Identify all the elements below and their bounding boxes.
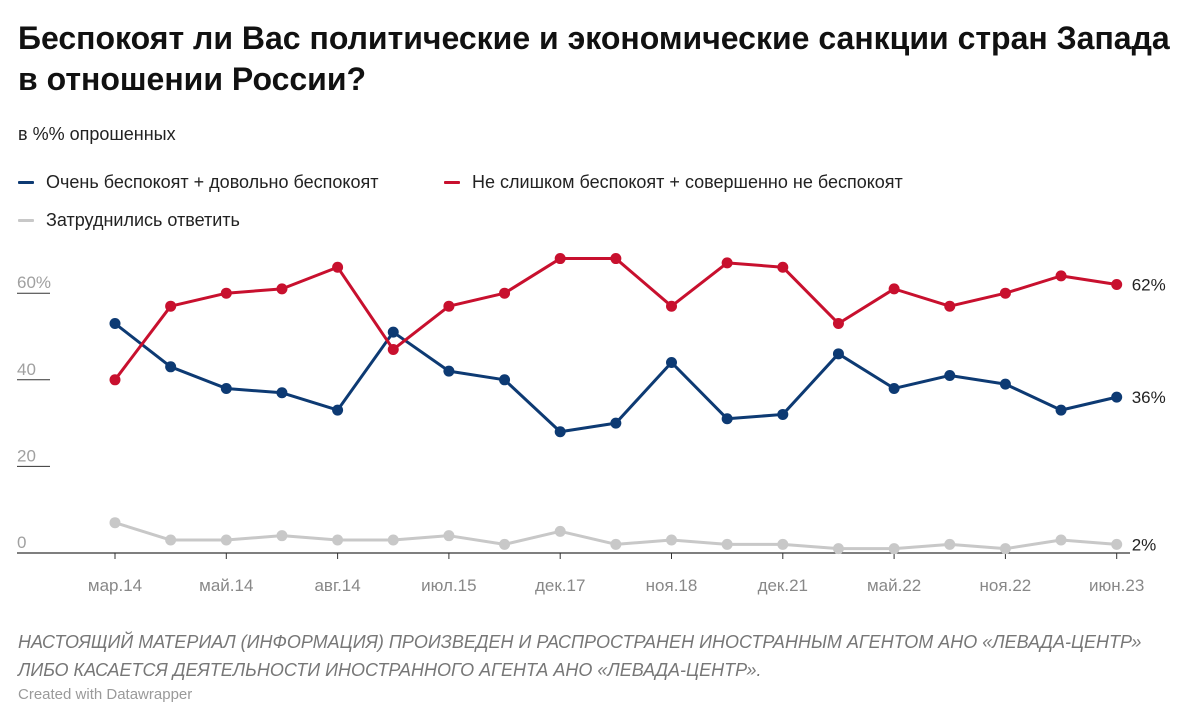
x-tick-label: май.14 [199, 576, 253, 595]
data-point-concerned [944, 369, 956, 381]
datawrapper-credit: Created with Datawrapper [18, 686, 193, 703]
foreign-agent-notice: НАСТОЯЩИЙ МАТЕРИАЛ (ИНФОРМАЦИЯ) ПРОИЗВЕД… [18, 632, 1142, 680]
data-point-undecided [999, 543, 1011, 555]
data-point-not-concerned [332, 261, 344, 273]
data-point-undecided [832, 543, 844, 555]
data-point-undecided [220, 534, 232, 546]
data-point-undecided [499, 538, 511, 550]
data-point-undecided [165, 534, 177, 546]
data-point-concerned [666, 356, 677, 368]
legend-label-undecided: Затруднились ответить [46, 210, 240, 230]
data-point-undecided [332, 534, 344, 546]
x-tick-label: июн.23 [1089, 576, 1144, 595]
line-chart: 60% 40 20 0 мар.14 май.14 авг.14 июл.15 дек.17 но… [17, 253, 1166, 595]
data-point-undecided [1055, 534, 1067, 546]
data-point-concerned [220, 382, 232, 394]
data-point-not-concerned [109, 374, 121, 386]
x-tick-label: дек.21 [758, 576, 808, 595]
data-point-undecided [554, 525, 566, 537]
data-point-not-concerned [165, 300, 177, 312]
legend-item-concerned: Очень беспокоят + довольно беспокоят [18, 172, 378, 193]
data-point-not-concerned [554, 253, 566, 265]
legend-swatch-undecided [18, 219, 34, 222]
data-point-concerned [888, 382, 900, 394]
legend-label-not-concerned: Не слишком беспокоят + совершенно не бес… [472, 172, 903, 192]
data-point-undecided [610, 538, 622, 550]
data-point-not-concerned [220, 287, 232, 299]
series-line-not-concerned [113, 257, 1119, 382]
data-point-concerned [777, 408, 789, 420]
data-point-not-concerned [721, 257, 733, 269]
data-point-not-concerned [610, 253, 622, 265]
data-point-concerned [276, 387, 288, 399]
data-point-not-concerned [777, 261, 789, 273]
data-point-undecided [721, 538, 733, 550]
data-point-not-concerned [999, 287, 1011, 299]
x-tick-label: июл.15 [421, 576, 476, 595]
y-tick-label: 40 [17, 360, 36, 379]
data-point-not-concerned [888, 283, 900, 295]
y-tick-label: 0 [17, 533, 26, 552]
data-point-concerned [499, 374, 511, 386]
data-point-concerned [832, 348, 844, 360]
data-point-not-concerned [1111, 279, 1123, 291]
data-point-concerned [443, 365, 455, 377]
x-tick-label: ноя.22 [980, 576, 1032, 595]
y-tick-label: 20 [17, 446, 36, 465]
x-tick-label: дек.17 [535, 576, 585, 595]
data-point-not-concerned [443, 300, 455, 312]
data-point-undecided [1111, 538, 1123, 550]
data-point-concerned [387, 326, 399, 338]
data-point-concerned [165, 361, 177, 373]
data-point-not-concerned [944, 300, 956, 312]
end-label-concerned: 36% [1132, 388, 1166, 407]
data-point-undecided [777, 538, 789, 550]
data-point-concerned [109, 318, 121, 330]
data-point-concerned [554, 426, 566, 438]
data-point-concerned [721, 413, 733, 425]
data-point-not-concerned [387, 343, 399, 355]
x-tick-label: ноя.18 [646, 576, 698, 595]
data-point-concerned [999, 378, 1011, 390]
legend-item-not-concerned: Не слишком беспокоят + совершенно не бес… [444, 172, 903, 193]
data-point-undecided [666, 534, 677, 546]
series-line-concerned [113, 322, 1119, 434]
y-tick-label: 60% [17, 273, 51, 292]
data-point-concerned [1111, 391, 1123, 403]
data-point-not-concerned [832, 318, 844, 330]
legend-item-undecided: Затруднились ответить [18, 210, 240, 231]
data-point-undecided [109, 517, 121, 529]
legend-swatch-concerned [18, 181, 34, 184]
data-point-not-concerned [276, 283, 288, 295]
data-point-concerned [1055, 404, 1067, 416]
legend-swatch-not-concerned [444, 181, 460, 184]
data-point-not-concerned [666, 300, 677, 312]
chart-title: Беспокоят ли Вас политические и экономич… [18, 20, 1170, 97]
x-tick-label: май.22 [867, 576, 921, 595]
chart-subtitle: в %% опрошенных [18, 124, 176, 144]
data-point-undecided [443, 530, 455, 542]
data-point-undecided [944, 538, 956, 550]
legend-label-concerned: Очень беспокоят + довольно беспокоят [46, 172, 379, 192]
data-point-undecided [276, 530, 288, 542]
data-point-not-concerned [1055, 270, 1067, 282]
data-point-undecided [888, 543, 900, 555]
x-tick-label: мар.14 [88, 576, 142, 595]
data-point-not-concerned [499, 287, 511, 299]
end-label-not-concerned: 62% [1132, 276, 1166, 295]
end-label-undecided: 2% [1132, 535, 1157, 554]
data-point-undecided [387, 534, 399, 546]
data-point-concerned [332, 404, 344, 416]
x-tick-label: авг.14 [314, 576, 360, 595]
data-point-concerned [610, 417, 622, 429]
